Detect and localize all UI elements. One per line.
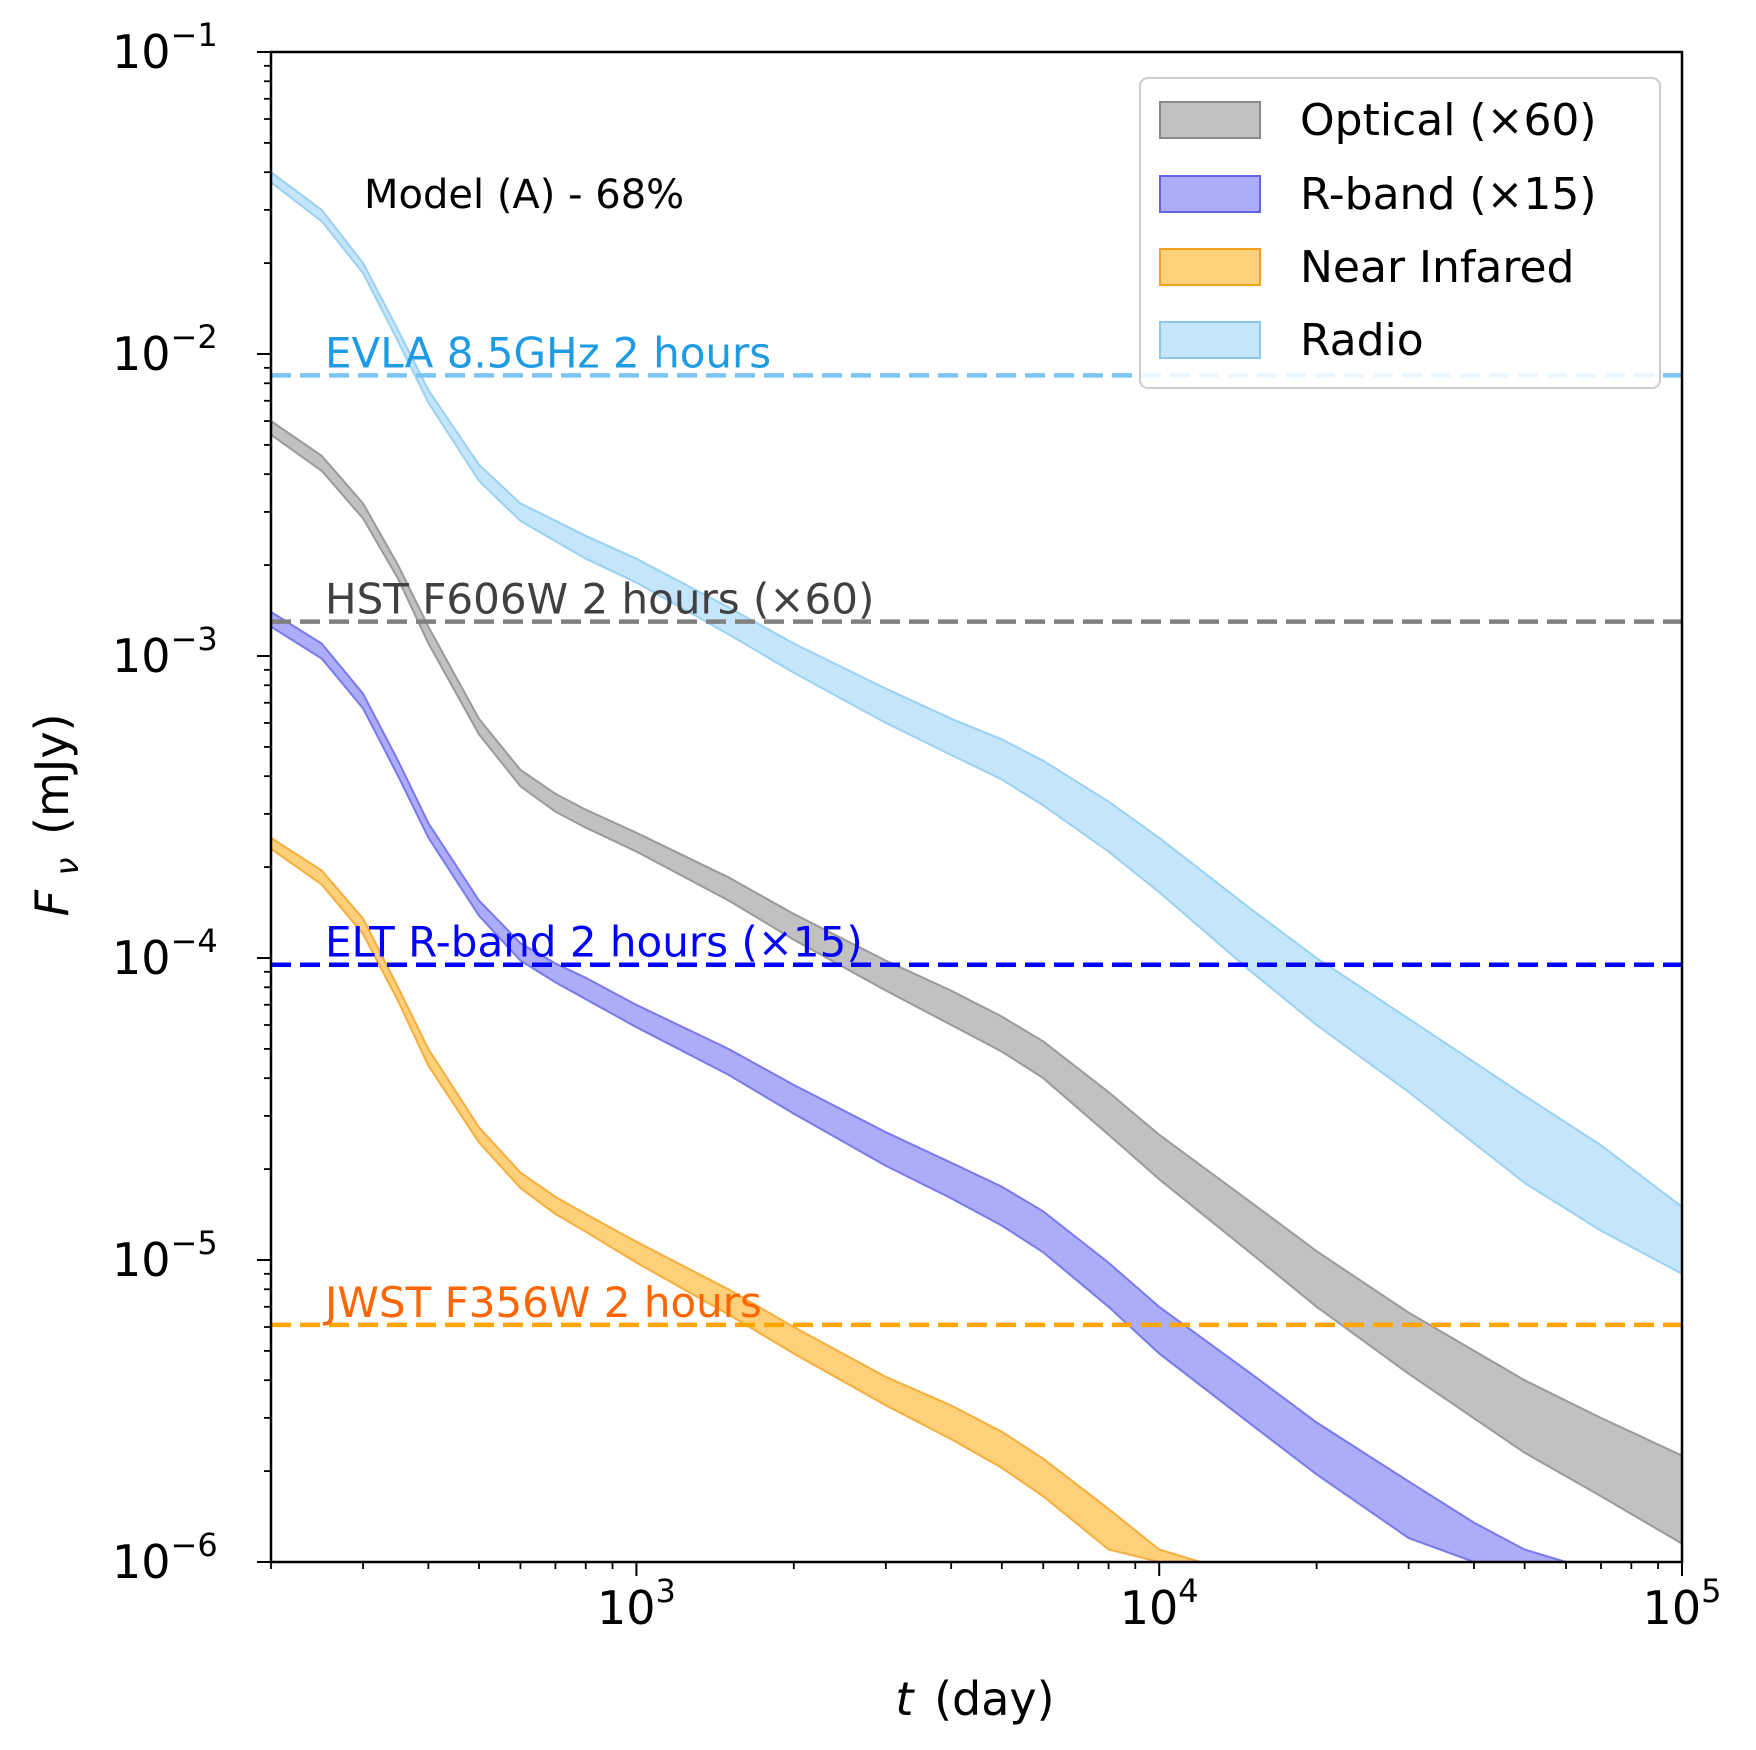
x-axis-unit: (day) xyxy=(934,1672,1055,1726)
legend: Optical (×60) R-band (×15) Near Infared Rad… xyxy=(1139,77,1661,389)
y-tick-label: 10−5 xyxy=(112,1224,218,1287)
legend-swatch-optical-60 xyxy=(1159,101,1261,139)
band-near-infared xyxy=(271,836,1252,1562)
y-tick-label-base: 10 xyxy=(112,327,171,381)
legend-swatch-radio xyxy=(1159,321,1261,359)
y-tick-label-exponent: −5 xyxy=(171,1224,218,1262)
y-tick-label-exponent: −4 xyxy=(171,922,218,960)
axes-frame-layer xyxy=(269,50,1684,1564)
legend-items: Optical (×60) R-band (×15) Near Infared Rad… xyxy=(1159,95,1597,366)
y-tick-label-exponent: −3 xyxy=(171,620,218,658)
y-tick-label-base: 10 xyxy=(112,931,171,985)
legend-label-near-infared: Near Infared xyxy=(1300,242,1574,293)
y-tick-label: 10−3 xyxy=(112,620,218,683)
y-axis-symbol: F xyxy=(25,890,79,917)
y-tick-label: 10−6 xyxy=(112,1526,218,1589)
y-axis-unit: (mJy) xyxy=(25,713,79,835)
threshold-label-elt-r-band-2-hours-15: ELT R-band 2 hours (×15) xyxy=(325,918,863,967)
y-tick-label-exponent: −1 xyxy=(171,16,218,54)
x-tick-label-exponent: 5 xyxy=(1701,1572,1721,1610)
legend-box xyxy=(1139,77,1661,389)
legend-label-r-band-15: R-band (×15) xyxy=(1300,169,1597,220)
x-tick-label-exponent: 4 xyxy=(1178,1572,1198,1610)
x-tick-label: 104 xyxy=(1120,1572,1199,1635)
y-tick-label-base: 10 xyxy=(112,629,171,683)
y-tick-label-exponent: −6 xyxy=(171,1526,218,1564)
x-tick-label-base: 10 xyxy=(597,1581,656,1635)
x-tick-label-exponent: 3 xyxy=(656,1572,676,1610)
y-tick-label-base: 10 xyxy=(112,1535,171,1589)
y-tick-label: 10−2 xyxy=(112,318,218,381)
thresholds-layer: EVLA 8.5GHz 2 hours HST F606W 2 hours (×6… xyxy=(271,328,1682,1328)
plot-frame xyxy=(269,50,1684,1564)
band-radio xyxy=(271,170,1682,1275)
chart-title: Model (A) - 68% xyxy=(364,172,684,218)
threshold-label-hst-f606w-2-hours-60: HST F606W 2 hours (×60) xyxy=(325,575,874,624)
x-tick-label: 105 xyxy=(1643,1572,1722,1635)
y-axis-label: F ν (mJy) xyxy=(25,713,89,916)
y-tick-label: 10−1 xyxy=(112,16,218,79)
legend-label-optical-60: Optical (×60) xyxy=(1300,95,1597,146)
legend-swatch-r-band-15 xyxy=(1159,175,1261,213)
y-tick-label-base: 10 xyxy=(112,25,171,79)
legend-label-radio: Radio xyxy=(1300,315,1424,366)
x-axis-symbol: t xyxy=(895,1672,915,1726)
band-optical-60 xyxy=(271,419,1682,1545)
legend-swatch-near-infared xyxy=(1159,248,1261,286)
threshold-label-evla-8-5ghz-2-hours: EVLA 8.5GHz 2 hours xyxy=(325,328,771,377)
y-tick-label-base: 10 xyxy=(112,1233,171,1287)
bands-layer xyxy=(271,170,1682,1562)
x-tick-label: 103 xyxy=(597,1572,676,1635)
threshold-label-jwst-f356w-2-hours: JWST F356W 2 hours xyxy=(322,1278,762,1327)
x-tick-label-base: 10 xyxy=(1643,1581,1702,1635)
y-tick-label: 10−4 xyxy=(112,922,218,985)
x-axis-label: t (day) xyxy=(895,1672,1054,1726)
y-axis-subscript: ν xyxy=(48,857,86,875)
band-r-band-15 xyxy=(271,610,1567,1562)
y-tick-label-exponent: −2 xyxy=(171,318,218,356)
x-tick-label-base: 10 xyxy=(1120,1581,1179,1635)
